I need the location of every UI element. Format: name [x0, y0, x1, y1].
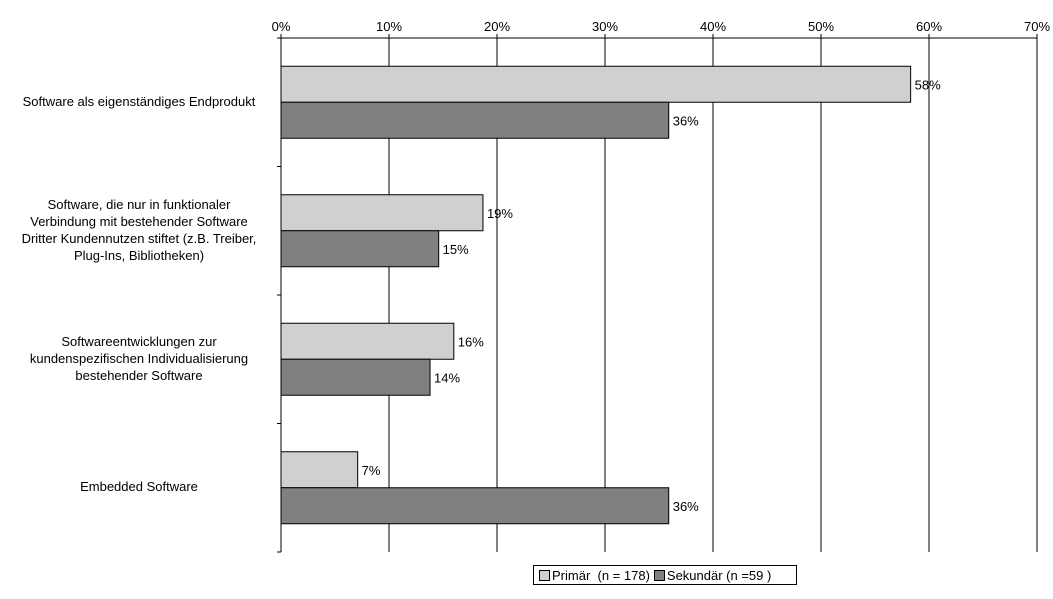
category-label-line: Verbindung mit bestehender Software	[30, 213, 248, 229]
category-label: Embedded Software	[0, 478, 278, 495]
bar-value-label: 36%	[673, 499, 699, 514]
category-label: Software als eigenständiges Endprodukt	[0, 93, 278, 110]
category-label-line: Embedded Software	[80, 479, 198, 495]
category-label-line: bestehender Software	[75, 367, 203, 383]
category-label-line: Software als eigenständiges Endprodukt	[22, 93, 256, 109]
bar-value-label: 15%	[443, 242, 469, 257]
bar	[280, 322, 455, 360]
legend-swatch-secondary	[653, 569, 665, 581]
x-tick-label: 20%	[484, 19, 510, 34]
legend-item-primary: Primär (n = 178)	[539, 568, 650, 583]
bar-value-label: 36%	[673, 113, 699, 128]
bar-value-label: 19%	[487, 206, 513, 221]
legend-label-secondary: Sekundär (n =59 )	[666, 567, 772, 583]
bar	[280, 487, 670, 525]
legend-swatch-primary	[539, 569, 550, 581]
x-tick-label: 70%	[1024, 19, 1050, 34]
bar-value-label: 7%	[362, 463, 381, 478]
legend-label-primary: Primär (n = 178)	[552, 567, 650, 583]
x-tick-label: 60%	[916, 19, 942, 34]
x-tick-label: 30%	[592, 19, 618, 34]
bar	[280, 230, 440, 268]
x-tick-label: 0%	[272, 19, 291, 34]
category-label: Softwareentwicklungen zur kundenspezifisc…	[0, 333, 278, 384]
bar	[280, 101, 670, 139]
bar	[280, 358, 431, 396]
x-tick-label: 40%	[700, 19, 726, 34]
category-label-line: Plug-Ins, Bibliotheken)	[73, 247, 205, 263]
bar-value-label: 58%	[915, 77, 941, 92]
bar	[280, 65, 912, 103]
bar	[280, 451, 359, 489]
category-label: Software, die nur in funktionaler Verbind…	[0, 196, 278, 264]
bar-value-label: 16%	[458, 334, 484, 349]
bar	[280, 194, 484, 232]
x-tick-label: 10%	[376, 19, 402, 34]
x-tick-label: 50%	[808, 19, 834, 34]
category-label-line: Dritter Kundennutzen stiftet (z.B. Treib…	[21, 230, 257, 246]
legend: Primär (n = 178) Sekundär (n =59 )	[533, 565, 797, 585]
bar-value-label: 14%	[434, 370, 460, 385]
legend-item-secondary: Sekundär (n =59 )	[653, 567, 772, 583]
category-label-line: Software, die nur in funktionaler	[47, 196, 231, 212]
category-label-line: kundenspezifischen Individualisierung	[29, 350, 249, 366]
category-label-line: Softwareentwicklungen zur	[61, 333, 217, 349]
